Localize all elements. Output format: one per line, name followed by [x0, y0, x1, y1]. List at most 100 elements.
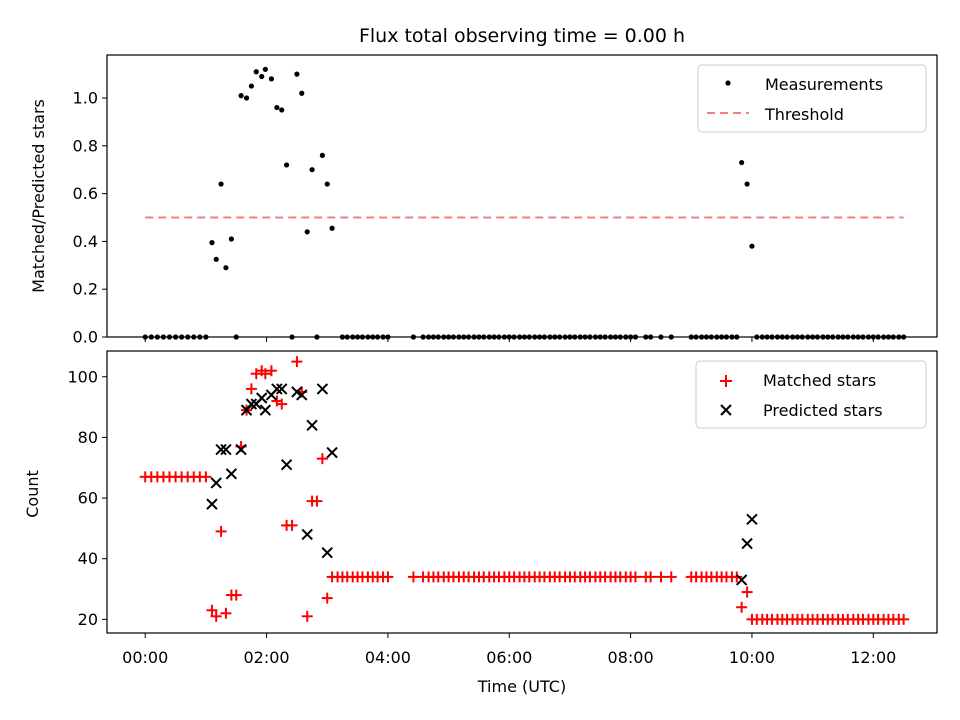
matched-star-point [245, 383, 257, 395]
y-tick-label: 0.0 [73, 328, 98, 347]
matched-star-point [407, 571, 419, 583]
matched-star-point [382, 571, 394, 583]
matched-star-point [230, 589, 242, 601]
cross-stroke [215, 443, 227, 456]
predicted-star-point [206, 498, 218, 510]
flux-ratio-y-axis: 0.0 0.2 0.4 0.6 0.8 1.0 [73, 89, 107, 347]
x-tick-label: 00:00 [122, 648, 168, 667]
cross-stroke [306, 419, 318, 431]
flux-ratio-legend: Measurements Threshold [697, 64, 927, 133]
matched-star-point [645, 571, 657, 583]
y-tick-label: 100 [67, 367, 98, 386]
measurement-point [262, 66, 268, 72]
predicted-star-point [316, 383, 329, 395]
cross-stroke [296, 389, 308, 401]
matched-star-point [629, 571, 641, 583]
predicted-stars-series [206, 383, 758, 586]
star-count-legend-box [695, 360, 927, 429]
matched-star-point [286, 519, 298, 531]
matched-star-point [210, 610, 222, 622]
measurement-point [294, 71, 300, 77]
predicted-star-point [741, 537, 753, 550]
measurement-point [248, 83, 255, 89]
measurement-point [744, 181, 750, 187]
measurement-point [739, 159, 745, 166]
predicted-star-point [235, 443, 247, 456]
measurement-point [209, 240, 215, 246]
measurement-point [299, 90, 305, 96]
predicted-star-point [306, 419, 318, 431]
x-tick-label: 12:00 [850, 648, 896, 667]
matched-star-point [898, 613, 910, 625]
matched-star-point [665, 571, 677, 583]
legend-threshold-label: Threshold [764, 105, 844, 124]
measurement-point [213, 256, 219, 262]
legend-measurements-label: Measurements [765, 75, 883, 94]
matched-star-point [291, 356, 303, 368]
matched-star-point [215, 525, 227, 537]
predicted-star-point [276, 383, 288, 395]
cross-stroke [235, 443, 247, 456]
y-tick-label: 20 [78, 610, 98, 629]
matched-star-point [276, 398, 288, 410]
predicted-star-point [280, 459, 293, 471]
cross-stroke [210, 477, 222, 489]
matched-star-point [655, 571, 667, 583]
y-tick-label: 0.8 [73, 136, 98, 155]
y-tick-label: 1.0 [73, 89, 98, 108]
predicted-star-point [245, 398, 258, 410]
predicted-star-point [271, 383, 283, 395]
matched-star-point [301, 610, 313, 622]
measurement-point [274, 104, 280, 111]
star-count-y-axis: 20 40 60 80 100 [67, 367, 107, 629]
matched-star-point [741, 586, 753, 598]
cross-stroke [316, 383, 329, 395]
predicted-star-point [746, 513, 758, 525]
cross-stroke [225, 468, 238, 480]
matched-star-point [311, 495, 323, 507]
cross-stroke [220, 443, 232, 456]
predicted-star-point [326, 446, 338, 459]
matched-stars-series [139, 356, 910, 625]
predicted-star-point [256, 392, 268, 404]
measurement-point [223, 265, 229, 271]
predicted-star-point [735, 574, 748, 586]
predicted-star-point [215, 443, 227, 456]
x-axis-label: Time (UTC) [477, 677, 566, 696]
legend-predicted-marker [720, 404, 732, 416]
y-tick-label: 0.2 [73, 280, 98, 299]
cross-stroke [256, 392, 268, 404]
cross-stroke [259, 404, 272, 416]
measurement-point [218, 181, 224, 187]
star-count-plot-frame [106, 350, 938, 634]
flux-ratio-plot-frame [106, 54, 938, 338]
y-tick-label: 60 [78, 489, 98, 508]
matched-star-point [206, 604, 218, 616]
y-tick-label: 0.6 [73, 184, 98, 203]
measurement-point [228, 236, 234, 242]
cross-stroke [280, 459, 293, 471]
matched-star-point [220, 607, 232, 619]
flux-ratio-panel: Flux total observing time = 0.00 h 0.00.… [29, 25, 938, 347]
y-tick-label: 40 [78, 549, 98, 568]
x-tick-label: 10:00 [729, 648, 775, 667]
cross-stroke [245, 398, 258, 410]
measurement-point [324, 181, 330, 187]
measurement-point [309, 167, 315, 173]
predicted-star-point [259, 404, 272, 416]
cross-stroke [276, 383, 288, 395]
measurement-point [253, 69, 259, 75]
measurement-point [319, 152, 325, 158]
cross-stroke [301, 528, 313, 541]
y-tick-label: 0.4 [73, 232, 98, 251]
legend-matched-marker [720, 375, 732, 387]
predicted-star-point [220, 443, 232, 456]
star-count-y-axis-label: Count [23, 470, 42, 518]
star-count-x-axis: 00:00 02:00 04:00 06:00 08:00 10:00 12:00 [122, 633, 896, 667]
predicted-star-point [210, 477, 222, 489]
flux-ratio-legend-box [697, 64, 927, 133]
legend-predicted-label: Predicted stars [763, 401, 883, 420]
star-count-panel: 20 40 60 80 100 00:00 02:00 04:00 06:00 08:00 10:… [23, 350, 938, 696]
chart-title: Flux total observing time = 0.00 h [359, 25, 685, 47]
